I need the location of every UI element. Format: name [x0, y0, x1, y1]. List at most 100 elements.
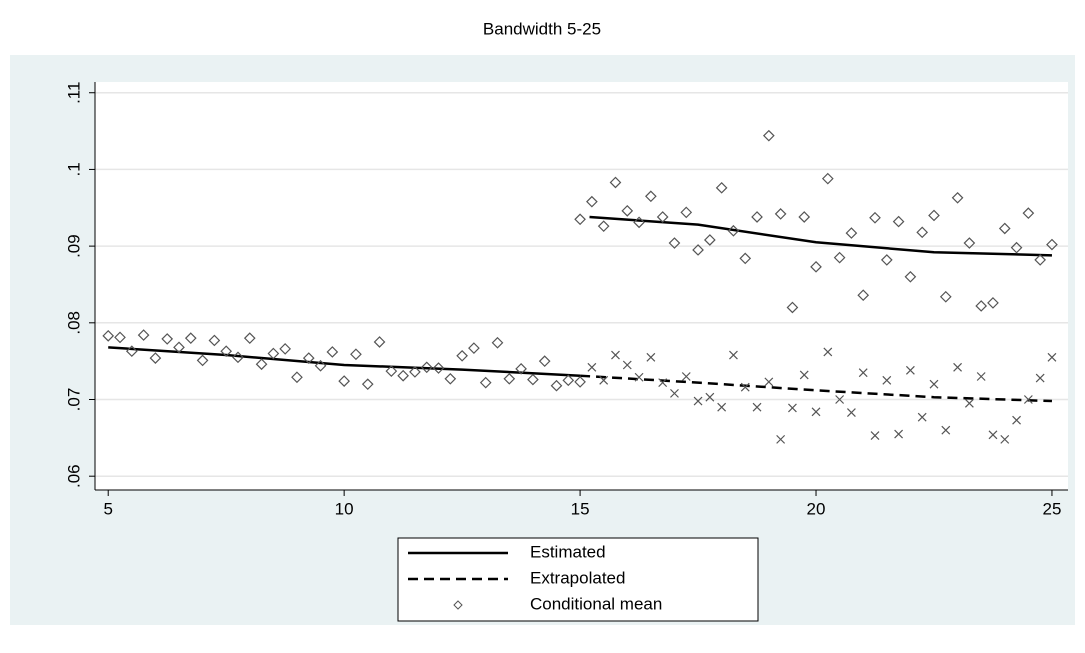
point [680, 206, 693, 219]
point [220, 345, 233, 358]
point [752, 402, 762, 412]
x-tick-label: 20 [807, 499, 826, 518]
point [811, 407, 821, 417]
x-tick-label: 15 [571, 499, 590, 518]
point [267, 347, 280, 360]
point [1047, 352, 1057, 362]
point [740, 382, 750, 392]
point [658, 378, 668, 388]
y-tick-label: .09 [64, 234, 83, 258]
y-tick-label: .11 [64, 82, 83, 104]
point [1023, 395, 1033, 404]
point [941, 425, 951, 435]
point [892, 215, 905, 228]
point [538, 355, 551, 368]
point [894, 429, 904, 439]
point [279, 343, 292, 355]
point [988, 430, 998, 440]
point [232, 351, 244, 364]
point [609, 176, 622, 189]
point [704, 234, 716, 246]
point [905, 365, 915, 375]
point [646, 352, 656, 362]
point [633, 216, 645, 229]
point [727, 224, 740, 237]
point [184, 332, 197, 344]
legend-label: Conditional mean [530, 594, 662, 613]
point [1022, 207, 1035, 219]
y-tick-label: .08 [64, 311, 83, 335]
point [882, 375, 892, 385]
point [515, 362, 527, 375]
point [456, 349, 468, 362]
point [645, 190, 657, 203]
point [764, 377, 774, 387]
point [1034, 254, 1047, 266]
point [998, 222, 1011, 235]
point [858, 368, 868, 378]
point [939, 290, 952, 303]
legend-label: Extrapolated [530, 568, 625, 587]
point [917, 412, 927, 422]
point [880, 254, 893, 266]
point [798, 211, 811, 223]
x-tick-label: 25 [1042, 499, 1061, 518]
point [857, 289, 870, 302]
point [975, 300, 988, 312]
point [1010, 241, 1023, 254]
point [964, 398, 974, 408]
point [953, 362, 963, 372]
y-tick-label: .06 [64, 464, 83, 488]
point [833, 251, 846, 264]
point [928, 209, 940, 222]
point [788, 403, 797, 413]
point [976, 372, 986, 381]
point [929, 379, 939, 389]
point [503, 372, 516, 385]
point [729, 350, 738, 360]
point [951, 191, 964, 204]
point [409, 366, 421, 378]
point [196, 354, 209, 367]
chart-title: Bandwidth 5-25 [483, 19, 601, 38]
point [161, 333, 174, 345]
point [243, 332, 256, 344]
point [173, 341, 185, 354]
point [432, 362, 445, 374]
point [670, 388, 679, 398]
y-tick-label: .07 [64, 388, 83, 412]
point [762, 129, 775, 142]
x-tick-label: 10 [335, 499, 354, 518]
point [1035, 373, 1045, 383]
point [291, 371, 303, 384]
point [361, 378, 374, 391]
point [550, 379, 563, 392]
point [527, 373, 539, 386]
point [821, 172, 834, 185]
point [137, 329, 150, 341]
point [373, 336, 386, 348]
point [846, 408, 856, 417]
point [1046, 238, 1058, 251]
point [705, 392, 715, 402]
plot-region [95, 82, 1068, 490]
point [776, 434, 786, 444]
point [302, 352, 315, 364]
point [574, 376, 586, 388]
point [491, 336, 504, 349]
point [715, 181, 728, 194]
line [580, 374, 1053, 403]
legend-label: Estimated [530, 542, 606, 561]
point [634, 372, 644, 382]
point [208, 334, 221, 347]
point [870, 431, 880, 440]
point [255, 358, 268, 371]
point [693, 396, 703, 406]
point [869, 211, 881, 224]
point [987, 297, 999, 309]
legend-swatch [453, 600, 463, 610]
point [717, 402, 727, 412]
point [739, 252, 752, 265]
line [108, 215, 1052, 377]
